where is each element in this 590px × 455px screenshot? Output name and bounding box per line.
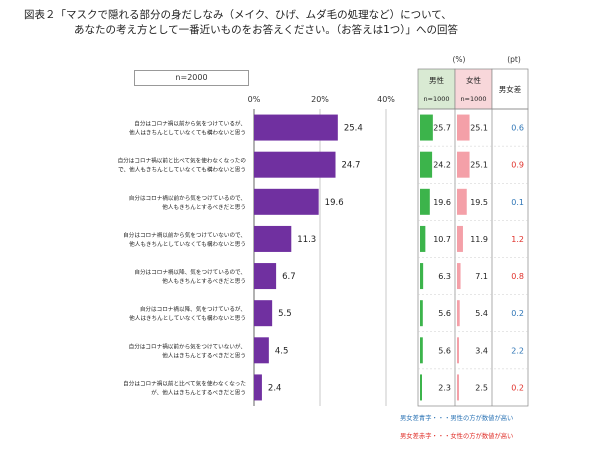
- diff-header-cell: [491, 68, 529, 110]
- female-value: 25.1: [470, 161, 488, 170]
- male-header-cell: [417, 68, 456, 110]
- female-value: 25.1: [470, 124, 488, 133]
- diff-value: 0.6: [511, 124, 524, 133]
- bar-value-label: 25.4: [344, 124, 363, 134]
- category-label: 自分はコロナ禍以降、気をつけているので、: [134, 268, 246, 276]
- male-mini-bar: [420, 151, 433, 178]
- category-label: 自分はコロナ禍以前から気をつけているが、: [134, 120, 246, 128]
- category-label: 自分はコロナ禍以前と比べて気を使わなくなったの: [118, 157, 247, 165]
- bar: [254, 263, 277, 290]
- female-value: 2.5: [475, 383, 488, 392]
- female-mini-bar: [457, 337, 459, 364]
- female-value: 11.9: [470, 235, 488, 244]
- male-value: 19.6: [433, 198, 451, 207]
- sample-size-box: n=2000: [134, 70, 249, 86]
- bar: [254, 300, 273, 327]
- male-value: 25.7: [433, 124, 451, 133]
- diff-value: 0.9: [511, 161, 524, 170]
- female-header-cell: [454, 68, 493, 110]
- category-label: 他人はきちんとするべきだと思う: [162, 351, 246, 359]
- bar-value-label: 6.7: [282, 272, 296, 282]
- title-line-1: 図表２「マスクで隠れる部分の身だしなみ（メイク、ひげ、ムダ毛の処理など）について…: [24, 9, 452, 21]
- diff-value: 0.1: [511, 198, 524, 207]
- diff-value: 0.2: [511, 383, 524, 392]
- female-mini-bar: [457, 300, 460, 327]
- female-mini-bar: [457, 114, 470, 141]
- bar-value-label: 24.7: [342, 161, 361, 171]
- female-mini-bar: [457, 374, 459, 401]
- x-tick-label: 0%: [248, 95, 261, 104]
- male-value: 2.3: [438, 383, 451, 392]
- female-mini-bar: [457, 188, 467, 215]
- chart-title: 図表２「マスクで隠れる部分の身だしなみ（メイク、ひげ、ムダ毛の処理など）について…: [24, 8, 458, 38]
- bar-value-label: 11.3: [297, 235, 316, 245]
- bar-value-label: 19.6: [325, 198, 344, 208]
- male-mini-bar: [420, 300, 423, 327]
- category-label: 他人はきちんとしていなくても構わないと思う: [129, 314, 246, 322]
- bar: [254, 151, 336, 178]
- bar: [254, 374, 262, 401]
- female-value: 7.1: [475, 272, 488, 281]
- category-label: 他人はきちんとしていなくても構わないと思う: [129, 129, 246, 137]
- male-mini-bar: [420, 114, 433, 141]
- male-header: 男性: [429, 75, 444, 85]
- diff-header: 男女差: [499, 84, 522, 94]
- female-value: 5.4: [475, 309, 488, 318]
- x-tick-label: 20%: [311, 95, 329, 104]
- category-label: 他人もきちんとしていなくても構わないと思う: [129, 240, 246, 248]
- unit-pt-label: (pt): [507, 55, 521, 64]
- bar: [254, 114, 338, 141]
- unit-percent-label: (%): [453, 55, 466, 64]
- category-label: 自分はコロナ禍以前と比べて気を使わなくなった: [123, 379, 246, 387]
- male-n: n=1000: [423, 95, 449, 103]
- x-tick-label: 40%: [377, 95, 395, 104]
- female-mini-bar: [457, 151, 470, 178]
- female-value: 19.5: [470, 198, 488, 207]
- category-label: が、他人はきちんとするべきだと思う: [151, 388, 246, 396]
- female-mini-bar: [457, 263, 461, 290]
- male-mini-bar: [420, 263, 424, 290]
- category-label: 自分はコロナ禍以前から気をつけていないので、: [123, 231, 246, 239]
- male-value: 5.6: [438, 346, 451, 355]
- male-value: 24.2: [433, 161, 451, 170]
- female-mini-bar: [457, 225, 463, 252]
- diff-value: 2.2: [511, 346, 524, 355]
- title-line-2: あなたの考え方として一番近いものをお答えください。（お答えは1つ）」への回答: [74, 24, 459, 36]
- female-header: 女性: [466, 75, 481, 85]
- category-label: 自分はコロナ禍以前から気をつけていないが、: [129, 342, 246, 350]
- female-value: 3.4: [475, 346, 488, 355]
- category-label: 自分はコロナ禍以降、気をつけているが、: [140, 305, 246, 313]
- male-value: 5.6: [438, 309, 451, 318]
- diff-value: 0.2: [511, 309, 524, 318]
- male-value: 6.3: [438, 272, 451, 281]
- male-mini-bar: [420, 374, 422, 401]
- category-label: で、他人もきちんとしていなくても構わないと思う: [118, 166, 246, 174]
- bar: [254, 225, 292, 252]
- male-mini-bar: [420, 188, 430, 215]
- category-label: 他人もきちんとするべきだと思う: [162, 277, 246, 285]
- bar-value-label: 5.5: [278, 309, 292, 319]
- bar-value-label: 4.5: [275, 346, 289, 356]
- category-label: 自分はコロナ禍以前から気をつけているので、: [129, 194, 246, 202]
- bar: [254, 188, 319, 215]
- male-mini-bar: [420, 225, 426, 252]
- male-value: 10.7: [433, 235, 451, 244]
- bar-value-label: 2.4: [268, 383, 282, 393]
- legend-red: 男女差赤字・・・女性の方が数値が高い: [400, 433, 514, 440]
- male-mini-bar: [420, 337, 423, 364]
- legend-blue: 男女差青字・・・男性の方が数値が高い: [400, 415, 514, 422]
- category-label: 他人もきちんとするべきだと思う: [162, 203, 246, 211]
- bar: [254, 337, 269, 364]
- female-n: n=1000: [460, 95, 486, 103]
- diff-value: 0.8: [511, 272, 524, 281]
- diff-value: 1.2: [511, 235, 524, 244]
